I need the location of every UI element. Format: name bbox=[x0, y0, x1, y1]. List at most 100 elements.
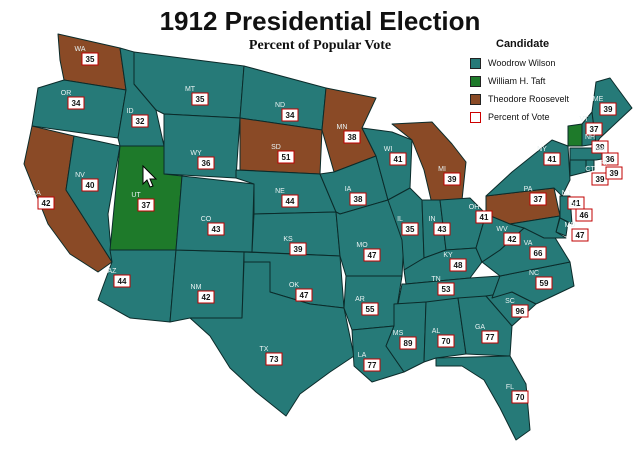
percent-value-mi: 39 bbox=[448, 175, 457, 184]
state-abbr-id: ID bbox=[127, 108, 134, 115]
percent-box-ks bbox=[289, 242, 307, 256]
percent-box-ky bbox=[449, 258, 467, 272]
percent-box-ar bbox=[361, 302, 379, 316]
percent-value-ct: 39 bbox=[596, 175, 605, 184]
percent-box-ri bbox=[605, 166, 623, 180]
legend-label-taft: William H. Taft bbox=[488, 76, 546, 86]
percent-box-wv bbox=[503, 232, 521, 246]
state-al[interactable] bbox=[423, 297, 467, 363]
legend: Candidate Woodrow Wilson William H. Taft… bbox=[470, 38, 630, 126]
state-abbr-sc: SC bbox=[505, 298, 515, 305]
state-abbr-ky: KY bbox=[443, 252, 453, 259]
percent-value-ks: 39 bbox=[294, 245, 303, 254]
percent-value-ri: 39 bbox=[610, 169, 619, 178]
percent-box-nv bbox=[81, 178, 99, 192]
percent-box-tn bbox=[437, 282, 455, 296]
percent-value-me: 39 bbox=[604, 105, 613, 114]
percent-value-al: 70 bbox=[442, 337, 451, 346]
percent-value-il: 35 bbox=[406, 225, 415, 234]
state-nm[interactable] bbox=[169, 249, 245, 323]
state-abbr-mn: MN bbox=[337, 124, 348, 131]
percent-box-mt bbox=[191, 92, 209, 106]
state-abbr-in: IN bbox=[429, 216, 436, 223]
percent-value-or: 34 bbox=[72, 99, 81, 108]
legend-item-wilson: Woodrow Wilson bbox=[470, 54, 630, 72]
percent-value-wv: 42 bbox=[508, 235, 517, 244]
percent-value-mn: 38 bbox=[348, 133, 357, 142]
state-abbr-ia: IA bbox=[345, 186, 352, 193]
state-abbr-nc: NC bbox=[529, 270, 539, 277]
percent-box-ca bbox=[37, 196, 55, 210]
percent-box-mi bbox=[443, 172, 461, 186]
state-nv[interactable] bbox=[65, 135, 121, 263]
percent-box-id bbox=[131, 114, 149, 128]
percent-box-ia bbox=[349, 192, 367, 206]
legend-label-percent: Percent of Vote bbox=[488, 112, 550, 122]
percent-value-sd: 51 bbox=[282, 153, 291, 162]
percent-box-al bbox=[437, 334, 455, 348]
legend-swatch-roosevelt bbox=[470, 93, 481, 105]
state-ri[interactable] bbox=[585, 159, 595, 173]
legend-header: Candidate bbox=[496, 38, 550, 50]
state-abbr-mt: MT bbox=[185, 86, 196, 93]
state-vt[interactable] bbox=[567, 123, 583, 147]
map-title: 1912 Presidential Election bbox=[159, 6, 481, 36]
state-abbr-ne: NE bbox=[275, 188, 285, 195]
percent-value-nh: 39 bbox=[596, 143, 605, 152]
percent-box-wa bbox=[81, 52, 99, 66]
percent-value-ut: 37 bbox=[142, 201, 151, 210]
percent-value-co: 43 bbox=[212, 225, 221, 234]
percent-value-nd: 34 bbox=[286, 111, 295, 120]
percent-box-nm bbox=[197, 290, 215, 304]
state-abbr-de: DE bbox=[569, 202, 579, 209]
state-abbr-nm: NM bbox=[191, 284, 202, 291]
percent-box-mo bbox=[363, 248, 381, 262]
state-md[interactable] bbox=[509, 215, 567, 239]
percent-value-pa: 37 bbox=[534, 195, 543, 204]
state-abbr-tx: TX bbox=[260, 346, 269, 353]
legend-swatch-wilson bbox=[470, 57, 481, 69]
state-abbr-az: AZ bbox=[108, 268, 118, 275]
state-abbr-md: MD bbox=[565, 222, 576, 229]
percent-value-md: 47 bbox=[576, 231, 585, 240]
percent-box-nc bbox=[535, 276, 553, 290]
state-abbr-sd: SD bbox=[271, 144, 281, 151]
state-abbr-ri: RI bbox=[601, 160, 608, 167]
percent-value-mt: 35 bbox=[196, 95, 205, 104]
state-abbr-ks: KS bbox=[283, 236, 293, 243]
state-abbr-oh: OH bbox=[469, 204, 480, 211]
state-abbr-me: ME bbox=[593, 96, 604, 103]
percent-value-nv: 40 bbox=[86, 181, 95, 190]
state-abbr-ar: AR bbox=[355, 296, 365, 303]
state-tx[interactable] bbox=[189, 261, 355, 417]
percent-box-fl bbox=[511, 390, 529, 404]
percent-box-tx bbox=[265, 352, 283, 366]
legend-label-wilson: Woodrow Wilson bbox=[488, 58, 556, 68]
state-abbr-ut: UT bbox=[131, 192, 141, 199]
percent-value-de: 46 bbox=[580, 211, 589, 220]
legend-label-roosevelt: Theodore Roosevelt bbox=[488, 94, 570, 104]
state-abbr-wv: WV bbox=[496, 226, 508, 233]
percent-box-in bbox=[433, 222, 451, 236]
state-abbr-mi: MI bbox=[438, 166, 446, 173]
percent-box-ny bbox=[543, 152, 561, 166]
percent-box-nd bbox=[281, 108, 299, 122]
percent-value-ky: 48 bbox=[454, 261, 463, 270]
state-ct[interactable] bbox=[569, 159, 587, 177]
percent-value-ma: 36 bbox=[606, 155, 615, 164]
state-fl[interactable] bbox=[435, 355, 531, 441]
state-abbr-tn: TN bbox=[431, 276, 440, 283]
percent-value-ms: 89 bbox=[404, 339, 413, 348]
percent-box-ms bbox=[399, 336, 417, 350]
state-abbr-or: OR bbox=[61, 90, 72, 97]
percent-box-ga bbox=[481, 330, 499, 344]
percent-value-ga: 77 bbox=[486, 333, 495, 342]
state-co[interactable] bbox=[175, 175, 255, 253]
percent-value-nj: 41 bbox=[572, 199, 581, 208]
state-abbr-nh: NH bbox=[585, 134, 595, 141]
percent-value-va: 66 bbox=[534, 249, 543, 258]
state-abbr-wy: WY bbox=[190, 150, 202, 157]
percent-box-ok bbox=[295, 288, 313, 302]
percent-value-in: 43 bbox=[438, 225, 447, 234]
percent-value-ne: 44 bbox=[286, 197, 295, 206]
